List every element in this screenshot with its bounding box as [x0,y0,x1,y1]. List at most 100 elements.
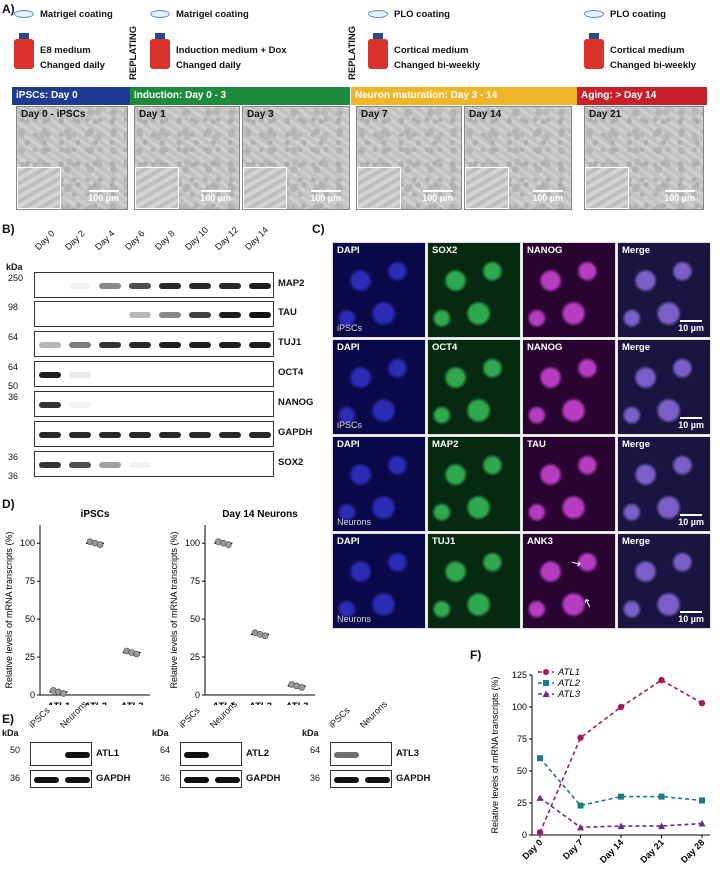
kda-marker: 250 [8,273,24,283]
x-category-label: ATL3 [284,701,309,705]
blot-band [219,432,241,438]
scale-bar: 10 µm [678,417,704,430]
panel-d-scatter-plots: iPSCs 0 25 50 75 100 Relative levels of mRNA t… [4,509,315,705]
x-tick-label: Day 14 [598,837,626,865]
lane-label: Day 14 [242,224,271,252]
kda-marker: 64 [310,745,321,755]
stain-label: TUJ1 [432,536,456,547]
series-point [699,797,705,804]
y-tick-label: 25 [517,798,527,808]
x-category-label: ATL3 [119,701,144,705]
phase-bar: iPSCs: Day 0 [12,87,130,105]
y-tick-label: 100 [512,702,527,712]
scale-bar-label: 100 µm [88,193,119,203]
stain-label: DAPI [337,342,360,353]
blot-band [65,752,90,758]
if-image: MAP2 [427,436,521,532]
micrograph-day-label: Day 1 [139,109,166,120]
lane-label: iPSCs [26,705,52,730]
micrograph: Day 0 - iPSCs 100 µm [16,106,128,210]
lane-label: iPSCs [326,705,352,730]
kda-marker: 50 [10,745,21,755]
legend-label: ATL3 [557,689,581,700]
blot-band [129,342,151,348]
blot-band [249,283,271,289]
if-image: Merge 10 µm [617,242,711,338]
coating-label: Matrigel coating [176,9,249,20]
blot-strip [34,421,274,447]
y-axis-label: Relative levels of mRNA transcripts (%) [490,676,500,833]
zoom-inset [465,167,509,209]
y-tick-label: 0 [30,690,35,700]
scale-bar-label: 10 µm [678,614,704,624]
series-point [658,793,665,800]
dish-icon [368,10,388,18]
zoom-inset [243,167,287,209]
blot-strip [34,301,274,327]
if-image: SOX2 [427,242,521,338]
if-image: ANK3 ↘ ↖ [522,533,616,629]
x-category-label: ATL1 [211,701,235,705]
scale-bar-line [310,190,341,192]
if-image: TUJ1 [427,533,521,629]
scale-bar-line [88,190,119,192]
y-tick-label: 75 [517,734,527,744]
blot-band [189,342,211,348]
micrograph: Day 7 100 µm [356,106,462,210]
kda-marker: 64 [8,332,19,342]
blot-band [189,312,211,318]
y-axis-label: Relative levels of mRNA transcripts (%) [169,531,179,688]
scale-bar-label: 100 µm [422,193,453,203]
stain-label: Merge [622,245,650,256]
zoom-inset [357,167,401,209]
data-point [225,541,232,549]
if-image: NANOG [522,242,616,338]
cell-type-label: Neurons [337,517,372,527]
micrograph: Day 1 100 µm [134,106,240,210]
kda-marker: 98 [8,302,19,312]
series-point [658,676,665,684]
scale-bar: 100 µm [88,190,119,203]
scale-bar-label: 100 µm [200,193,231,203]
series-line [539,679,703,833]
blot-band [129,312,151,318]
lane-label: Day 4 [92,228,117,252]
blot-band [184,777,209,783]
stain-label: DAPI [337,536,360,547]
protein-label: ATL3 [396,748,420,759]
protein-label: GAPDH [278,427,313,438]
blot-band [129,462,151,468]
blot-band [249,432,271,438]
kda-marker: 36 [10,773,21,783]
blot-band [69,402,91,408]
lane-label: Day 6 [122,228,147,252]
if-image: TAU [522,436,616,532]
blot-band [99,432,121,438]
micrograph: Day 14 100 µm [464,106,572,210]
micrograph: Day 3 100 µm [242,106,350,210]
scale-bar-line [664,190,695,192]
stain-label: SOX2 [432,245,458,256]
cell-type-label: Neurons [337,614,372,624]
blot-band [249,312,271,318]
phase-bar: Neuron maturation: Day 3 - 14 [351,87,577,105]
dish-icon [584,10,604,18]
arrow-icon: ↖ [580,594,596,612]
data-point [60,690,67,697]
scale-bar: 10 µm [678,514,704,527]
scale-bar-label: 10 µm [678,420,704,430]
medium-bottle-icon [584,39,604,69]
micrograph-day-label: Day 3 [247,109,274,120]
stain-label: OCT4 [432,342,458,353]
blot-band [99,283,121,289]
data-point [133,650,140,658]
bottle-cap-icon [589,33,599,39]
protein-label: OCT4 [278,367,304,378]
coating-label: PLO coating [610,9,666,20]
loading-strip [180,770,242,788]
micrograph: Day 21 100 µm [584,106,704,210]
blot-strip [330,742,392,766]
scale-bar-line [532,190,563,192]
scale-bar-line [422,190,453,192]
bottle-cap-icon [19,33,29,39]
